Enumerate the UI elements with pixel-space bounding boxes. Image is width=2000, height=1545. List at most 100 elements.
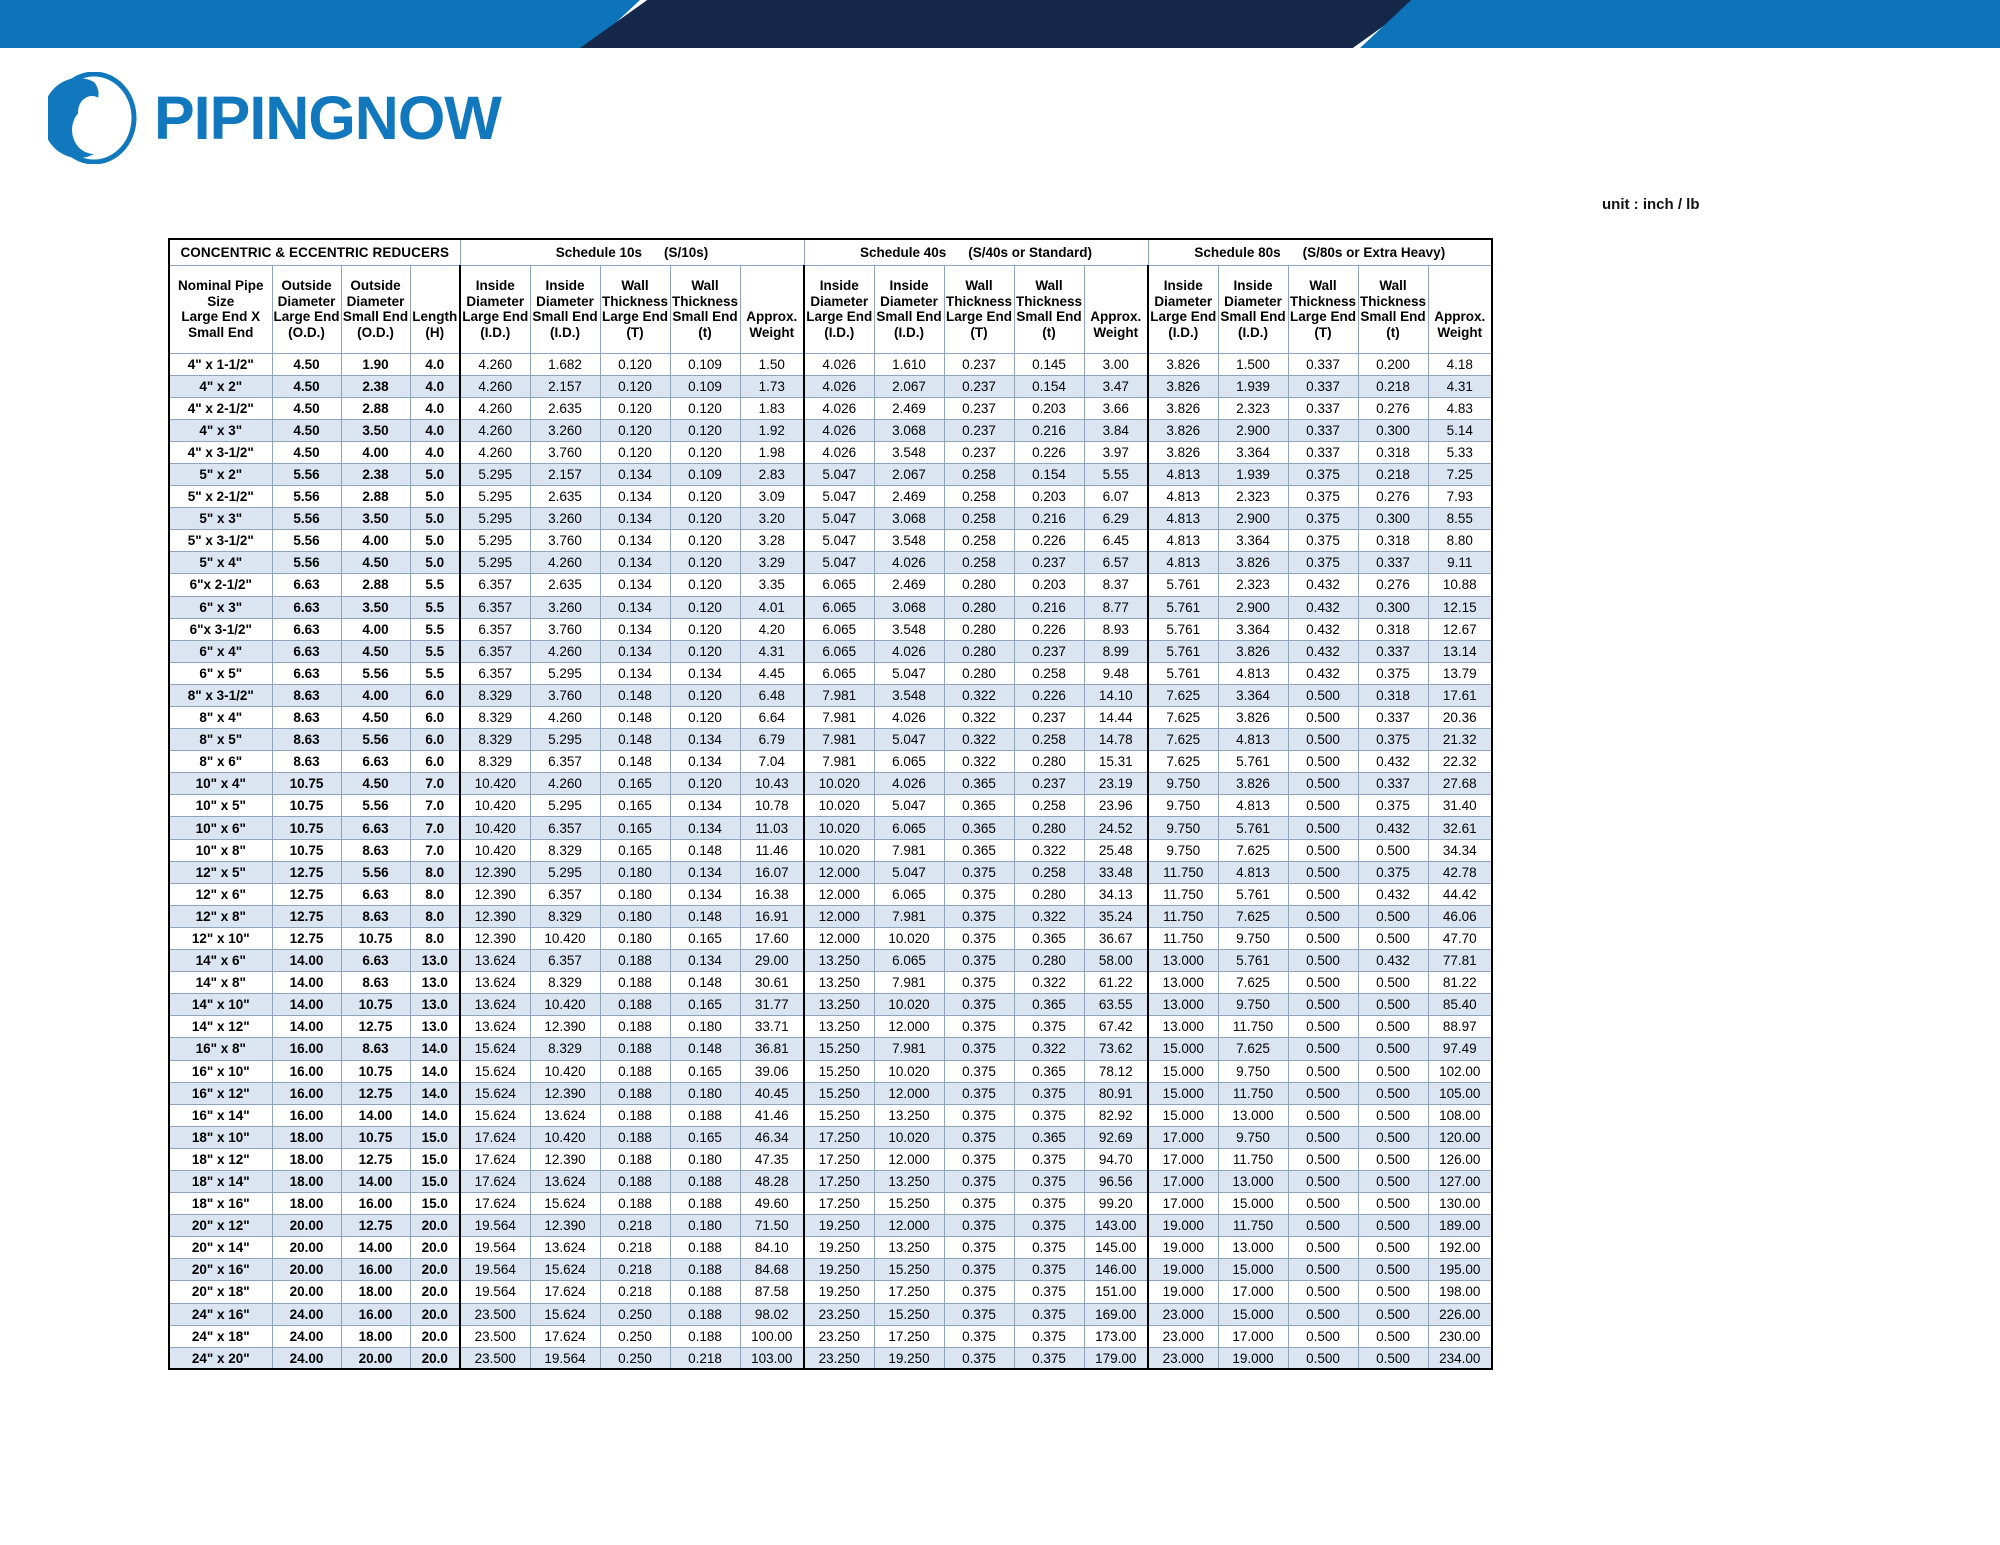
cell-value: 146.00 <box>1083 1258 1149 1282</box>
cell-value: 4.00 <box>340 683 411 708</box>
cell-value: 10.75 <box>340 926 411 951</box>
cell-value: 4.00 <box>340 529 411 553</box>
cell-value: 12.75 <box>340 1015 411 1039</box>
cell-value: 13.624 <box>529 1103 601 1127</box>
cell-value: 0.218 <box>599 1236 671 1260</box>
column-header-13: Approx. Weight <box>1083 264 1149 354</box>
cell-value: 0.237 <box>943 374 1015 398</box>
cell-value: 18.00 <box>340 1280 411 1304</box>
cell-value: 6.0 <box>409 705 461 730</box>
cell-nominal-pipe-size: 18" x 12" <box>168 1147 273 1171</box>
banner-band-dark <box>580 0 1420 48</box>
cell-value: 0.145 <box>1013 352 1085 376</box>
cell-value: 3.364 <box>1217 440 1289 464</box>
cell-value: 4.0 <box>409 374 461 398</box>
cell-value: 13.000 <box>1217 1236 1289 1260</box>
cell-value: 10.420 <box>529 1125 601 1149</box>
cell-value: 99.20 <box>1083 1192 1149 1216</box>
table-row: 18" x 12" 18.00 12.75 15.0 17.624 12.390 0.188… <box>168 1147 1493 1171</box>
cell-value: 10.420 <box>459 816 531 840</box>
cell-value: 0.500 <box>1357 1192 1429 1216</box>
cell-value: 11.750 <box>1217 1214 1289 1238</box>
cell-value: 0.237 <box>943 352 1015 376</box>
cell-value: 0.188 <box>599 1147 671 1171</box>
cell-value: 16.00 <box>271 1081 342 1105</box>
cell-value: 23.000 <box>1147 1346 1219 1371</box>
cell-value: 4.0 <box>409 396 461 420</box>
cell-value: 0.276 <box>1357 573 1429 597</box>
column-header-line: Thickness <box>1289 293 1357 309</box>
reducers-table: CONCENTRIC & ECCENTRIC REDUCERS Schedule… <box>168 238 1493 1371</box>
cell-value: 4.260 <box>459 418 531 442</box>
cell-value: 2.067 <box>873 374 945 398</box>
cell-value: 40.45 <box>739 1081 805 1105</box>
cell-value: 12.390 <box>529 1147 601 1171</box>
cell-value: 0.500 <box>1287 1125 1359 1149</box>
cell-value: 0.165 <box>599 816 671 840</box>
cell-value: 7.0 <box>409 794 461 818</box>
cell-value: 0.365 <box>1013 1059 1085 1083</box>
table-row: 14" x 12" 14.00 12.75 13.0 13.624 12.390 0.188… <box>168 1015 1493 1039</box>
cell-value: 6.357 <box>459 639 531 663</box>
cell-value: 36.67 <box>1083 926 1149 951</box>
cell-value: 8.329 <box>529 971 601 995</box>
cell-value: 5.14 <box>1427 418 1493 442</box>
cell-value: 0.250 <box>599 1302 671 1326</box>
cell-value: 5.761 <box>1217 949 1289 973</box>
cell-value: 7.981 <box>873 904 945 928</box>
cell-value: 5.295 <box>459 485 531 509</box>
cell-value: 11.750 <box>1217 1081 1289 1105</box>
cell-value: 5.295 <box>529 860 601 884</box>
cell-value: 24.00 <box>271 1346 342 1371</box>
cell-value: 5.295 <box>529 661 601 685</box>
cell-value: 2.469 <box>873 396 945 420</box>
cell-value: 8.63 <box>271 728 342 752</box>
cell-value: 3.50 <box>340 418 411 442</box>
cell-value: 15.250 <box>873 1302 945 1326</box>
cell-value: 179.00 <box>1083 1346 1149 1371</box>
column-header-line <box>1429 278 1492 294</box>
cell-value: 5.047 <box>803 529 875 553</box>
cell-value: 0.258 <box>1013 728 1085 752</box>
cell-value: 10.78 <box>739 794 805 818</box>
column-header-line: Small End <box>1220 309 1286 324</box>
cell-value: 3.35 <box>739 573 805 597</box>
cell-value: 2.157 <box>529 374 601 398</box>
cell-value: 6.357 <box>529 949 601 973</box>
cell-value: 20.0 <box>409 1346 461 1371</box>
table-row: 8" x 5" 8.63 5.56 6.0 8.329 5.295 0.148 0.134 6.… <box>168 728 1493 752</box>
cell-value: 58.00 <box>1083 949 1149 973</box>
cell-value: 96.56 <box>1083 1169 1149 1194</box>
column-header-2: Outside Diameter Small End (O.D.) <box>340 264 411 354</box>
cell-value: 6.065 <box>803 595 875 619</box>
cell-value: 12.000 <box>873 1214 945 1238</box>
piping-now-circle-logo-icon <box>42 71 140 165</box>
cell-value: 24.52 <box>1083 816 1149 840</box>
cell-value: 10.020 <box>803 816 875 840</box>
cell-value: 0.500 <box>1357 1147 1429 1171</box>
cell-value: 11.750 <box>1217 1147 1289 1171</box>
cell-value: 0.120 <box>669 683 741 708</box>
cell-value: 15.000 <box>1147 1103 1219 1127</box>
cell-value: 13.14 <box>1427 639 1493 663</box>
cell-value: 22.32 <box>1427 750 1493 774</box>
cell-value: 0.322 <box>943 683 1015 708</box>
column-header-line: Small End <box>532 309 598 324</box>
cell-value: 78.12 <box>1083 1059 1149 1083</box>
cell-value: 0.432 <box>1357 882 1429 906</box>
cell-value: 0.375 <box>1013 1015 1085 1039</box>
cell-value: 0.165 <box>669 1125 741 1149</box>
cell-value: 5.56 <box>271 507 342 531</box>
column-header-line: Large End <box>945 309 1012 324</box>
cell-value: 4.260 <box>459 374 531 398</box>
column-header-12: Wall Thickness Small End (t) <box>1013 264 1085 354</box>
cell-value: 0.375 <box>1013 1302 1085 1326</box>
cell-value: 4.260 <box>529 551 601 575</box>
cell-value: 48.28 <box>739 1169 805 1194</box>
cell-value: 0.375 <box>1287 529 1359 553</box>
column-header-15: Inside Diameter Small End (I.D.) <box>1217 264 1289 354</box>
cell-value: 3.00 <box>1083 352 1149 376</box>
cell-value: 0.500 <box>1287 904 1359 928</box>
cell-value: 0.500 <box>1357 1015 1429 1039</box>
cell-value: 4.813 <box>1217 860 1289 884</box>
